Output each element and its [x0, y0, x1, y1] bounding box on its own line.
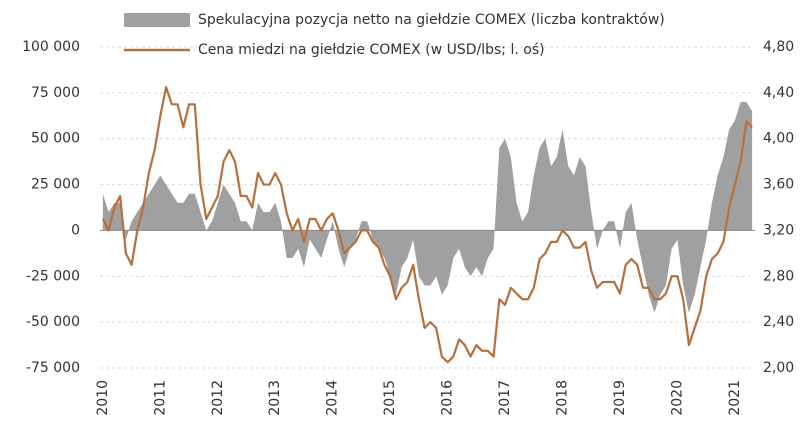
legend-swatch: [124, 13, 190, 27]
y2-tick-label: 4,00: [763, 131, 794, 147]
y-tick-label: -75 000: [26, 360, 80, 376]
x-tick-label: 2015: [382, 380, 398, 416]
y-tick-label: -50 000: [26, 314, 80, 330]
y-tick-label: -25 000: [26, 268, 80, 284]
y2-tick-label: 4,80: [763, 39, 794, 55]
x-tick-label: 2018: [555, 380, 571, 416]
y2-tick-label: 2,40: [763, 314, 794, 330]
x-tick-label: 2010: [95, 380, 111, 416]
legend-label: Cena miedzi na giełdzie COMEX (w USD/lbs…: [198, 42, 545, 58]
x-tick-label: 2012: [210, 380, 226, 416]
price-line: [101, 86, 753, 364]
x-tick-label: 2016: [440, 380, 456, 416]
x-tick-label: 2017: [497, 380, 513, 416]
y-tick-label: 100 000: [22, 39, 80, 55]
x-tick-label: 2019: [612, 380, 628, 416]
x-tick-label: 2020: [669, 380, 685, 416]
y-tick-label: 75 000: [31, 85, 80, 101]
net-position-area: [102, 102, 753, 313]
y2-tick-label: 2,00: [763, 360, 794, 376]
y2-tick-label: 4,40: [763, 85, 794, 101]
y-tick-label: 0: [71, 222, 80, 238]
legend-label: Spekulacyjna pozycja netto na giełdzie C…: [198, 12, 665, 28]
y2-tick-label: 2,80: [763, 268, 794, 284]
x-tick-label: 2021: [727, 380, 743, 416]
y2-tick-label: 3,20: [763, 222, 794, 238]
y-tick-label: 25 000: [31, 177, 80, 193]
x-tick-label: 2014: [325, 380, 341, 416]
y-tick-label: 50 000: [31, 131, 80, 147]
x-tick-label: 2011: [152, 380, 168, 416]
y2-tick-label: 3,60: [763, 177, 794, 193]
x-tick-label: 2013: [267, 380, 283, 416]
